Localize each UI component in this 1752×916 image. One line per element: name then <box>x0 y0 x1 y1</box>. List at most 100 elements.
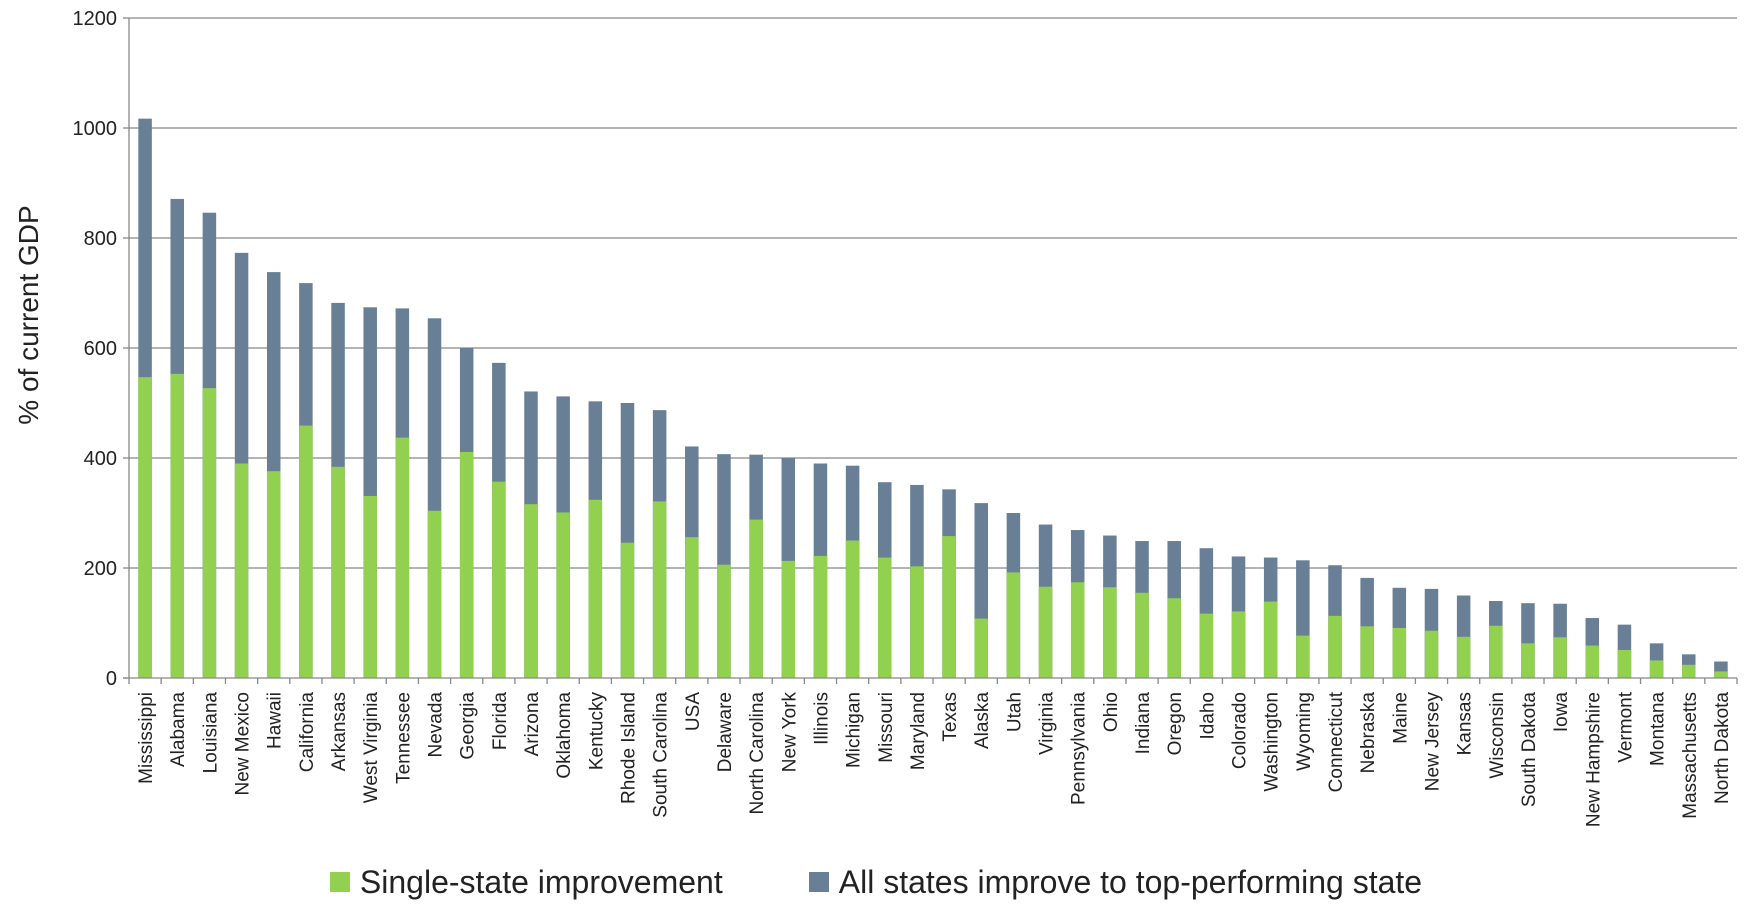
x-tick-label: New Mexico <box>233 692 254 795</box>
x-tick-label: Wyoming <box>1294 692 1315 771</box>
y-tick-label: 800 <box>84 228 117 250</box>
bar-single-state <box>1199 613 1214 678</box>
legend-swatch-all <box>808 872 829 892</box>
bar-single-state <box>202 388 217 678</box>
bar-single-state <box>138 377 152 678</box>
bars <box>138 118 1728 678</box>
x-tick-label: Nebraska <box>1358 692 1379 774</box>
y-tick-label: 0 <box>106 668 117 690</box>
bar-single-state <box>1006 572 1021 678</box>
x-tick-label: Kentucky <box>586 692 607 771</box>
bar-single-state <box>331 466 345 678</box>
bar-single-state <box>1263 601 1278 678</box>
bar-single-state <box>910 566 924 678</box>
x-tick-label: Michigan <box>844 692 865 768</box>
bar-single-state <box>620 542 635 678</box>
x-tick-label: Louisiana <box>200 692 221 774</box>
bar-single-state <box>1617 649 1632 678</box>
x-tick-label: Oklahoma <box>554 692 575 779</box>
bar-single-state <box>588 499 603 678</box>
bar-single-state <box>717 564 731 678</box>
x-tick-label: Rhode Island <box>618 692 639 804</box>
x-tick-label: Maryland <box>908 692 929 770</box>
bar-single-state <box>781 560 796 678</box>
x-tick-label: Tennessee <box>393 692 414 784</box>
bar-single-state <box>974 618 988 678</box>
bar-single-state <box>878 557 892 678</box>
bar-single-state <box>524 504 538 678</box>
y-tick-label: 600 <box>84 338 117 360</box>
bar-single-state <box>1585 645 1600 678</box>
bar-single-state <box>685 537 699 678</box>
bar-single-state <box>1392 627 1407 678</box>
x-tick-label: West Virginia <box>361 692 382 804</box>
x-tick-label: Alabama <box>168 692 189 767</box>
x-tick-label: Illinois <box>811 692 832 745</box>
legend-label-single: Single-state improvement <box>359 863 723 900</box>
bar-single-state <box>170 373 184 678</box>
x-tick-labels: Mississippi Alabama Louisiana New Mexico Haw… <box>136 691 1733 827</box>
bar-single-state <box>1328 615 1342 678</box>
bar-single-state <box>1424 630 1439 678</box>
stacked-bar-chart: 0 200 400 600 800 1000 1200 Mississippi Alabama… <box>13 8 1738 827</box>
x-tick-label: Washington <box>1262 692 1283 792</box>
x-tick-label: Connecticut <box>1326 691 1347 792</box>
axes <box>123 17 1738 684</box>
x-tick-label: Indiana <box>1133 692 1154 755</box>
x-tick-label: Missouri <box>876 692 897 763</box>
x-tick-label: Oregon <box>1165 692 1186 755</box>
x-tick-label: Idaho <box>1197 692 1218 740</box>
bar-single-state <box>1231 611 1246 678</box>
x-tick-label: Ohio <box>1101 692 1122 732</box>
legend-label-all: All states improve to top-performing sta… <box>838 863 1423 900</box>
bar-single-state <box>1714 671 1728 678</box>
x-tick-label: Delaware <box>715 692 736 772</box>
bar-single-state <box>427 510 442 678</box>
bar-single-state <box>556 512 570 678</box>
bar-single-state <box>1070 582 1085 678</box>
y-tick-label: 1000 <box>73 118 118 140</box>
bar-single-state <box>1456 636 1471 678</box>
x-tick-label: New York <box>779 692 800 773</box>
x-tick-label: Florida <box>490 692 511 751</box>
bar-single-state <box>266 471 281 678</box>
x-tick-label: Colorado <box>1230 692 1251 769</box>
bar-single-state <box>1553 637 1567 678</box>
bar-single-state <box>652 501 667 678</box>
bar-single-state <box>1489 625 1503 678</box>
x-tick-label: Arkansas <box>329 692 350 771</box>
x-tick-label: Arizona <box>522 692 543 757</box>
x-tick-label: Utah <box>1004 692 1025 732</box>
bar-single-state <box>492 481 506 678</box>
bar-single-state <box>395 437 410 678</box>
x-tick-label: Montana <box>1648 692 1669 766</box>
legend: Single-state improvement All states impr… <box>0 862 1752 902</box>
bar-single-state <box>1167 598 1181 678</box>
x-tick-label: Vermont <box>1615 691 1636 762</box>
bar-single-state <box>1135 592 1149 678</box>
bar-single-state <box>459 451 474 678</box>
x-tick-label: New Hampshire <box>1583 692 1604 827</box>
x-tick-label: Alaska <box>972 692 993 749</box>
bar-single-state <box>1296 635 1310 678</box>
x-tick-label: Mississippi <box>136 692 157 784</box>
x-tick-label: Wisconsin <box>1487 692 1508 779</box>
y-tick-labels: 0 200 400 600 800 1000 1200 <box>73 8 118 690</box>
bar-single-state <box>942 536 956 678</box>
x-tick-label: Pennsylvania <box>1069 692 1090 805</box>
bar-single-state <box>299 425 313 678</box>
x-tick-label: Massachusetts <box>1680 692 1701 819</box>
y-tick-label: 400 <box>84 448 117 470</box>
bar-single-state <box>1682 664 1696 678</box>
x-tick-label: Nevada <box>426 692 447 758</box>
x-tick-label: Maine <box>1390 692 1411 744</box>
bar-single-state <box>363 495 377 678</box>
y-axis-title: % of current GDP <box>13 205 44 424</box>
y-tick-label: 1200 <box>73 8 118 30</box>
legend-item-single: Single-state improvement <box>329 863 723 901</box>
x-tick-label: South Dakota <box>1519 692 1540 808</box>
bar-single-state <box>234 463 249 678</box>
bar-single-state <box>1103 587 1117 678</box>
bar-single-state <box>1649 660 1664 678</box>
bar-single-state <box>1038 586 1053 678</box>
